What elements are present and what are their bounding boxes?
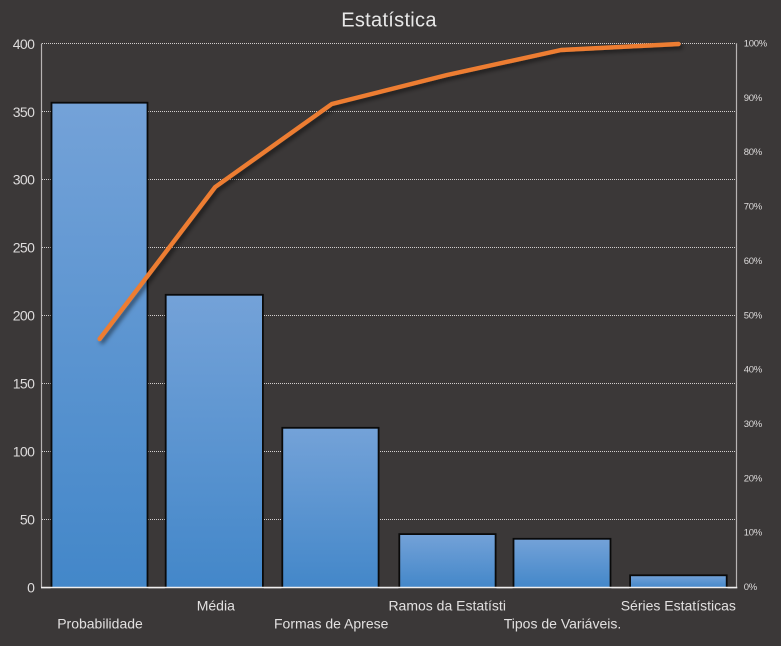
svg-text:0%: 0% xyxy=(744,582,758,593)
svg-text:Média: Média xyxy=(197,597,235,613)
svg-text:70%: 70% xyxy=(744,202,763,213)
svg-text:400: 400 xyxy=(13,36,35,52)
svg-text:Formas de Aprese: Formas de Aprese xyxy=(274,615,389,631)
svg-text:Ramos da Estatísti: Ramos da Estatísti xyxy=(388,597,506,613)
svg-text:40%: 40% xyxy=(744,365,763,376)
svg-text:50: 50 xyxy=(20,511,35,527)
svg-text:80%: 80% xyxy=(744,147,763,158)
svg-text:350: 350 xyxy=(13,104,35,120)
svg-text:Estatística: Estatística xyxy=(341,10,437,32)
svg-text:100: 100 xyxy=(13,444,35,460)
svg-text:0: 0 xyxy=(27,579,35,595)
svg-text:20%: 20% xyxy=(744,473,763,484)
svg-text:30%: 30% xyxy=(744,419,763,430)
svg-text:300: 300 xyxy=(13,172,35,188)
svg-text:50%: 50% xyxy=(744,310,763,321)
svg-text:Séries Estatísticas: Séries Estatísticas xyxy=(621,597,736,613)
svg-text:150: 150 xyxy=(13,376,35,392)
svg-text:90%: 90% xyxy=(744,93,763,104)
svg-text:200: 200 xyxy=(13,308,35,324)
svg-text:Tipos de Variáveis.: Tipos de Variáveis. xyxy=(504,615,622,631)
svg-text:60%: 60% xyxy=(744,256,763,267)
svg-text:100%: 100% xyxy=(744,39,768,50)
svg-text:250: 250 xyxy=(13,240,35,256)
svg-text:Probabilidade: Probabilidade xyxy=(57,615,143,631)
svg-text:10%: 10% xyxy=(744,528,763,539)
